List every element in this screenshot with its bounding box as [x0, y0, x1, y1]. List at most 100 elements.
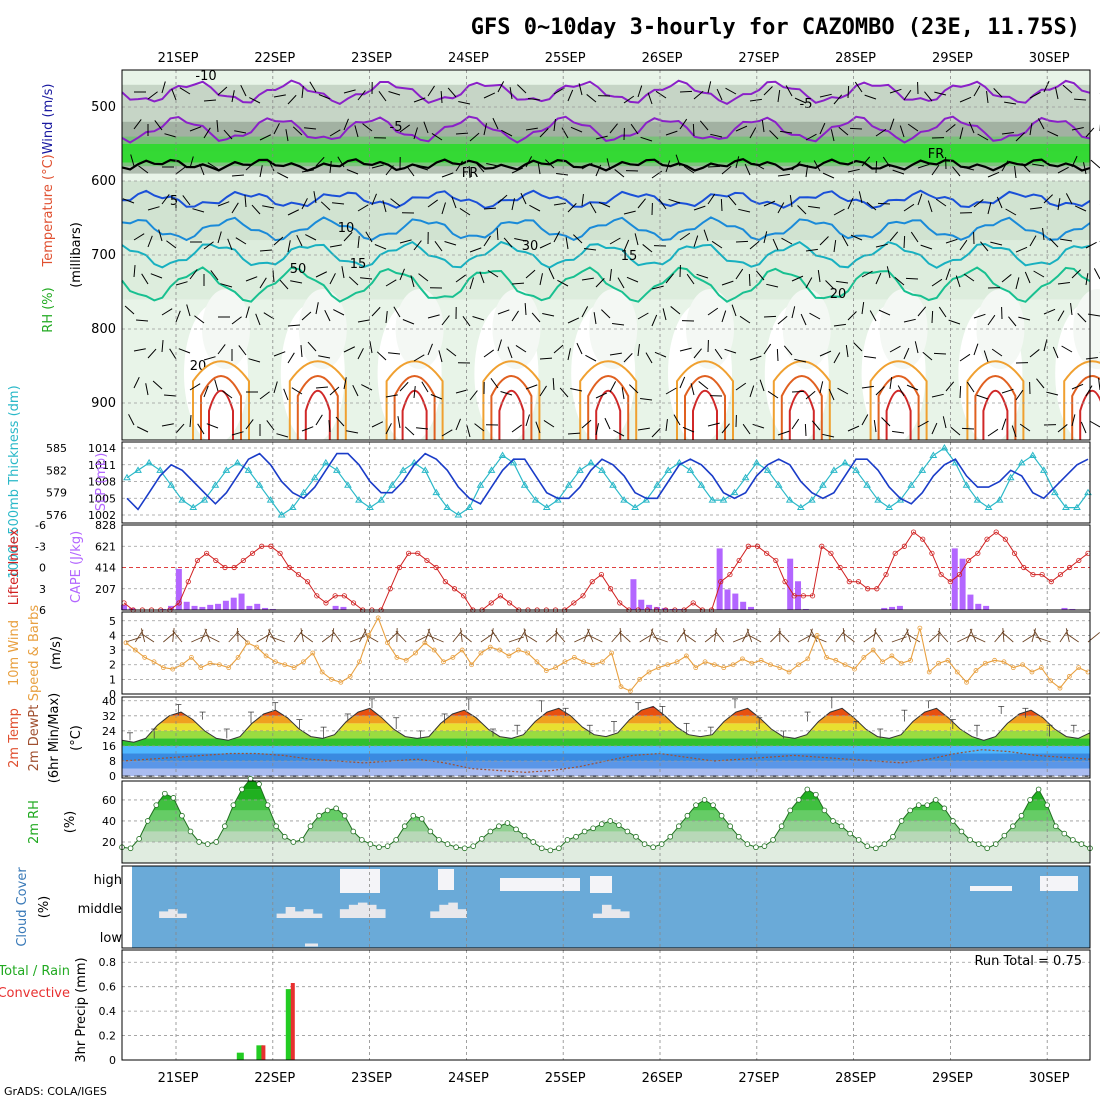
y-axis-label-part: 2m RH [27, 800, 42, 844]
thickness-point [1039, 466, 1048, 473]
wind-barb [903, 235, 906, 249]
thickness-point [587, 458, 595, 466]
wind-barb [285, 129, 289, 142]
wind-barb [813, 160, 821, 172]
thickness-point [553, 496, 562, 503]
wind-barb [1036, 378, 1045, 389]
wind-barb [511, 198, 515, 211]
precip-tick-label: 0 [109, 1054, 116, 1067]
rh-point [813, 791, 819, 798]
wind-barb [525, 384, 538, 390]
cape-bar [246, 605, 253, 610]
top-date-label: 26SEP [642, 51, 683, 66]
rh-point [547, 847, 554, 854]
wind-barb [679, 232, 691, 241]
lifted-index-point [929, 550, 935, 556]
wind-barb [447, 87, 457, 98]
lifted-index-point [975, 550, 981, 556]
wind-barb [933, 352, 947, 355]
lifted-index-point [736, 557, 742, 564]
wind-barb [1057, 198, 1061, 211]
temperature-band [122, 730, 1090, 739]
wind-speed-point [683, 653, 689, 659]
total-precip-bar [256, 1045, 264, 1060]
wind-barb [1065, 193, 1073, 205]
wind-barb [161, 423, 174, 427]
wind-barb [427, 628, 435, 643]
wind-barb [307, 341, 317, 352]
wind-barb [483, 235, 491, 247]
wind-barb [721, 310, 727, 323]
panel-frame [121, 441, 1091, 524]
wind-barb [397, 416, 401, 429]
wind-speed-point [431, 647, 437, 653]
wind-barb [1055, 87, 1059, 100]
wind-barb [613, 429, 625, 437]
wind-barb [938, 306, 947, 318]
wind-barb [749, 127, 757, 139]
temperature-loop [579, 360, 638, 440]
lifted-index-point [617, 600, 623, 606]
wind-barb [402, 319, 415, 325]
temperature-loop [490, 375, 533, 440]
thickness-point [156, 466, 165, 473]
wind-barb [724, 348, 737, 354]
lifted-index-point [910, 529, 917, 535]
rh-point [1052, 823, 1059, 830]
wind-barb [713, 628, 717, 643]
rh-point [761, 843, 768, 849]
lifted-index-point [314, 593, 320, 599]
wind-barb [147, 206, 160, 211]
rh-point [624, 828, 631, 835]
thickness-point [167, 481, 176, 488]
wind-barb [665, 387, 677, 395]
thickness-point [145, 458, 153, 466]
rh-point [770, 837, 776, 843]
wind-barb [557, 279, 569, 287]
wind-barb [735, 382, 747, 391]
wind-barb [864, 355, 877, 359]
rh-point [907, 807, 913, 814]
rh-tick-label: 60 [102, 794, 116, 807]
rh-point [230, 802, 237, 808]
wind-barb [152, 380, 163, 390]
wind-barb [304, 127, 317, 130]
wind-speed-point [917, 625, 923, 631]
wind-barb [172, 630, 183, 643]
wind-barb [273, 94, 286, 98]
wind-speed-point [245, 640, 250, 646]
panel-frame [121, 611, 1091, 695]
middle-cloud-bar [376, 909, 386, 918]
thickness-point [863, 481, 871, 488]
wind-barb [552, 377, 555, 391]
wind-barb [413, 97, 426, 103]
wind-barb [576, 342, 583, 355]
wind-barb [983, 350, 989, 363]
thickness-point [830, 466, 838, 473]
wind-barb [609, 269, 612, 282]
wind-barb [335, 416, 345, 427]
thickness-point [1017, 458, 1026, 466]
slp-series-line [126, 452, 1089, 511]
wind-barb [693, 235, 699, 248]
wind-barb [231, 90, 235, 103]
wind-barb [430, 394, 443, 400]
wind-speed-point [487, 644, 493, 650]
bottom-date-label: 28SEP [835, 1071, 876, 1086]
wind-speed-point [1029, 669, 1035, 675]
thickness-point [807, 496, 816, 503]
wind-barb [875, 272, 882, 285]
lifted-index-point [415, 550, 421, 556]
y-axis-label-part: 1000~500mb Thickness (dm) [7, 385, 22, 578]
wind-barb [497, 81, 505, 93]
wind-barb [147, 235, 153, 248]
rh-point [693, 802, 699, 808]
top-date-label: 21SEP [158, 51, 199, 66]
pressure-tick-label: 800 [91, 322, 116, 337]
wind-barb [315, 302, 319, 315]
rh-point [496, 823, 502, 830]
thickness-point [741, 473, 750, 481]
wind-speed-point [263, 653, 269, 659]
wind-barb [934, 91, 947, 96]
wind-barb [147, 91, 158, 100]
